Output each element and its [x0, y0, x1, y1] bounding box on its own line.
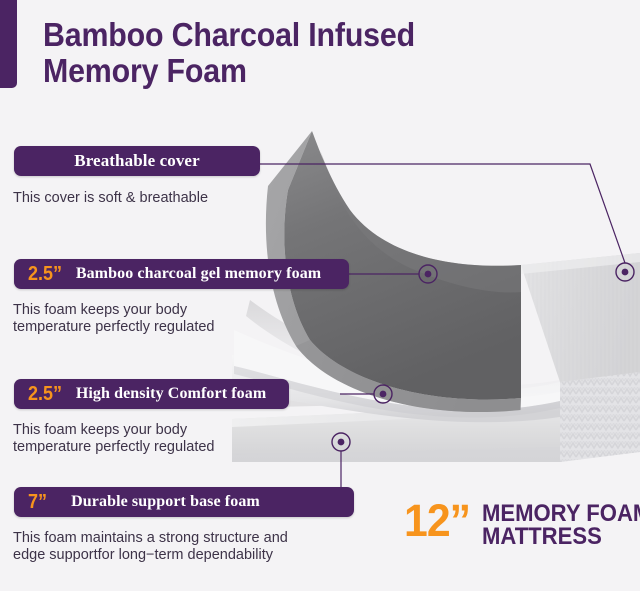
- comfort-foam-dot: [373, 384, 393, 404]
- page-title: Bamboo Charcoal Infused Memory Foam: [43, 17, 475, 89]
- callout-measure-base-foam: 7”: [28, 491, 48, 513]
- size-callout: 12” MEMORY FOAM MATTRESS: [404, 495, 640, 550]
- callout-measure-comfort-foam: 2.5”: [28, 383, 63, 405]
- callout-measure-gel-foam: 2.5”: [28, 263, 63, 285]
- cover-side-panel: [521, 253, 640, 382]
- gel-foam-dot: [418, 264, 438, 284]
- callout-dots: [331, 262, 635, 452]
- callout-badge-gel-foam[interactable]: 2.5” Bamboo charcoal gel memory foam: [14, 259, 349, 289]
- page-title-line-2: Memory Foam: [43, 52, 247, 89]
- page-title-line-1: Bamboo Charcoal Infused: [43, 16, 415, 53]
- size-words-line-1: MEMORY FOAM: [481, 500, 640, 527]
- callout-badge-comfort-foam[interactable]: 2.5” High density Comfort foam: [14, 379, 289, 409]
- knit-side-panel: [560, 372, 640, 462]
- left-accent-bar: [0, 0, 17, 88]
- callout-description-cover: This cover is soft & breathable: [13, 190, 209, 206]
- size-words-line-2: MATTRESS: [481, 523, 602, 550]
- callout-connectors: [260, 163, 626, 496]
- base-foam-dot: [331, 432, 351, 452]
- callout-description-comfort-foam: This foam keeps your body temperature pe…: [13, 422, 215, 455]
- callout-label-base-foam: Durable support base foam: [71, 493, 260, 510]
- size-words: MEMORY FOAM MATTRESS: [481, 500, 640, 550]
- callout-label-comfort-foam: High density Comfort foam: [75, 385, 267, 402]
- callout-description-gel-foam: This foam keeps your body temperature pe…: [13, 302, 215, 335]
- callout-description-base-foam: This foam maintains a strong structure a…: [13, 530, 288, 563]
- callout-label-gel-foam: Bamboo charcoal gel memory foam: [75, 265, 322, 282]
- callout-badge-cover[interactable]: Breathable cover: [14, 146, 260, 176]
- callout-label-cover: Breathable cover: [74, 151, 200, 170]
- size-number: 12”: [404, 495, 471, 546]
- cover-dot: [615, 262, 635, 282]
- callout-badge-base-foam[interactable]: 7” Durable support base foam: [14, 487, 354, 517]
